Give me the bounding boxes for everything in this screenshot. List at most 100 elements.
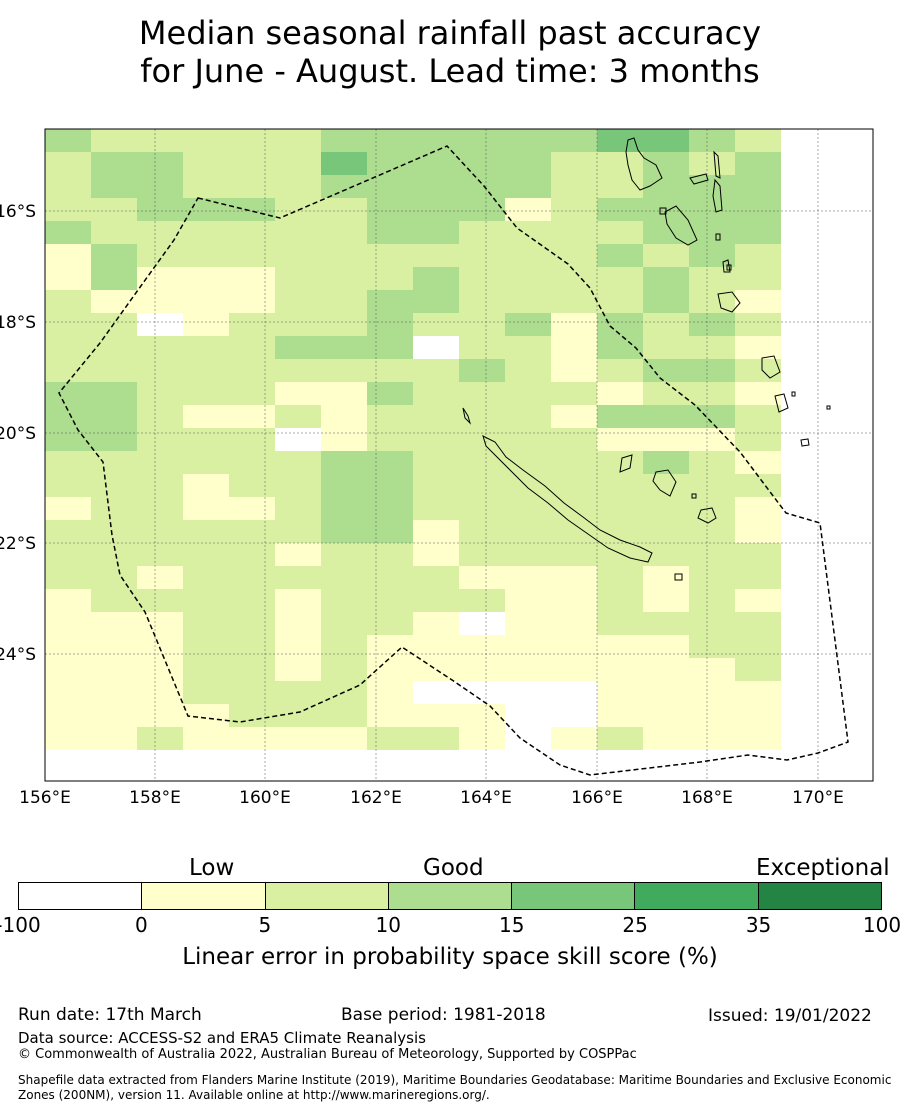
grid-cell	[91, 497, 137, 520]
grid-cell	[45, 405, 91, 428]
belep-islands	[462, 407, 472, 425]
grid-cell	[551, 612, 597, 635]
grid-cell	[643, 152, 689, 175]
grid-cell	[275, 290, 321, 313]
grid-cell	[137, 727, 183, 750]
grid-cell	[321, 428, 367, 451]
grid-cell	[551, 497, 597, 520]
grid-cell	[597, 152, 643, 175]
grid-cell	[229, 152, 275, 175]
grid-cell	[551, 221, 597, 244]
grid-cell	[459, 658, 505, 681]
grid-cell	[551, 313, 597, 336]
grid-cell	[321, 589, 367, 612]
grid-cell	[413, 727, 459, 750]
grid-cell	[643, 129, 689, 152]
grid-cell	[643, 520, 689, 543]
grid-cell	[45, 497, 91, 520]
grid-cell	[597, 589, 643, 612]
colorbar-segment	[388, 883, 513, 909]
grid-cell	[91, 221, 137, 244]
grid-cell	[367, 704, 413, 727]
grid-cell	[367, 405, 413, 428]
grid-cell	[137, 658, 183, 681]
grid-cell	[597, 267, 643, 290]
grid-cell	[229, 543, 275, 566]
longitude-label: 164°E	[460, 788, 512, 808]
grid-cell	[91, 336, 137, 359]
grid-cell	[551, 152, 597, 175]
grid-cell	[137, 428, 183, 451]
grid-cell	[183, 681, 229, 704]
grid-cell	[551, 290, 597, 313]
grid-cell	[321, 129, 367, 152]
grid-cell	[45, 290, 91, 313]
grid-cell	[137, 497, 183, 520]
grid-cell	[137, 359, 183, 382]
grid-cell	[367, 152, 413, 175]
copyright: © Commonwealth of Australia 2022, Austra…	[18, 1047, 637, 1062]
grid-cell	[321, 635, 367, 658]
grid-cell	[91, 474, 137, 497]
grid-cell	[91, 566, 137, 589]
grid-cell	[597, 175, 643, 198]
grid-cell	[643, 497, 689, 520]
grid-cell	[321, 543, 367, 566]
grid-cell	[183, 244, 229, 267]
espiritu-santo-island	[625, 137, 663, 191]
grid-cell	[597, 336, 643, 359]
grid-cell	[505, 359, 551, 382]
grid-cell	[459, 129, 505, 152]
grid-cell	[551, 658, 597, 681]
grid-cell	[321, 612, 367, 635]
map-frame	[44, 128, 874, 782]
colorbar-segment	[758, 883, 881, 909]
grid-cell	[229, 658, 275, 681]
grid-cell	[643, 704, 689, 727]
grid-cell	[459, 704, 505, 727]
grid-cell	[183, 635, 229, 658]
grid-cell	[735, 520, 781, 543]
grid-cell	[551, 727, 597, 750]
grid-cell	[229, 175, 275, 198]
grid-cell	[229, 221, 275, 244]
grid-cell	[275, 681, 321, 704]
colorbar-tick-label: 100	[862, 913, 900, 937]
grid-cell	[459, 221, 505, 244]
grid-cell	[551, 336, 597, 359]
grid-cell	[505, 244, 551, 267]
grid-cell	[689, 198, 735, 221]
grid-cell	[551, 451, 597, 474]
grid-cell	[459, 520, 505, 543]
grid-cell	[321, 244, 367, 267]
grid-cell	[505, 704, 551, 727]
grid-cell	[45, 474, 91, 497]
colorbar-segment	[265, 883, 389, 909]
latitude-label: 24°S	[0, 645, 36, 665]
grid-cell	[459, 635, 505, 658]
grid-cell	[459, 313, 505, 336]
grid-cell	[137, 405, 183, 428]
loyalty-island-mare	[697, 507, 717, 524]
grid-cell	[413, 290, 459, 313]
grid-cell	[45, 658, 91, 681]
grid-cell	[459, 451, 505, 474]
longitude-label: 158°E	[129, 788, 181, 808]
grid-cell	[137, 267, 183, 290]
grid-cell	[91, 152, 137, 175]
grid-cell	[91, 175, 137, 198]
grid-cell	[505, 520, 551, 543]
grid-cell	[367, 658, 413, 681]
colorbar-tick-label: 35	[745, 913, 772, 937]
grid-cell	[689, 635, 735, 658]
grid-cell	[505, 428, 551, 451]
grid-cell	[183, 405, 229, 428]
grid-cell	[551, 635, 597, 658]
grid-cell	[45, 221, 91, 244]
grid-cell	[735, 267, 781, 290]
grid-cell	[229, 589, 275, 612]
grid-cell	[367, 267, 413, 290]
skill-map: 16°S 18°S 20°S 22°S 24°S 156°E 158°E 160°E 162°…	[0, 128, 874, 808]
grid-cell	[505, 497, 551, 520]
grid-cell	[689, 704, 735, 727]
